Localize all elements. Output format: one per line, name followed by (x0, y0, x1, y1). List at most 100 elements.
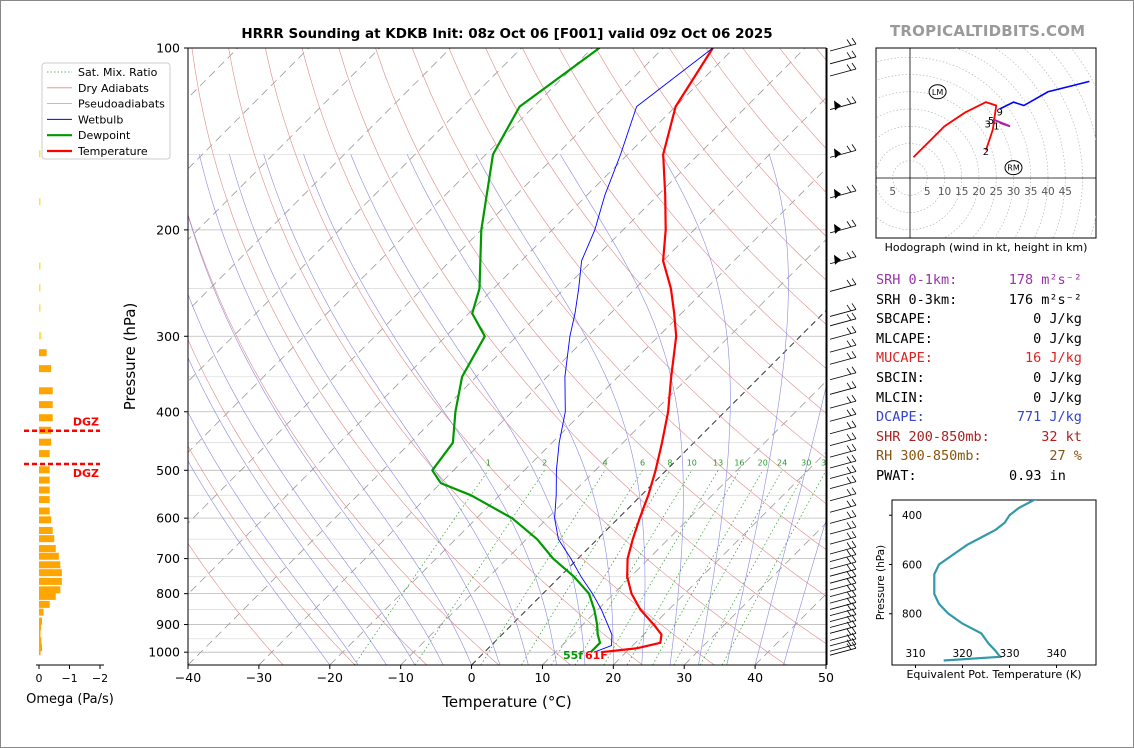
hodograph-tick-label: 5 (924, 186, 931, 198)
wind-barb-flag (846, 634, 852, 641)
dry-adiabat-line (522, 48, 826, 414)
wind-barb-flag (851, 548, 857, 555)
dry-adiabat-line (188, 445, 356, 665)
mixing-ratio-line (626, 470, 740, 665)
mixing-ratio-line (550, 470, 671, 665)
theta-y-axis-label: Pressure (hPa) (875, 545, 887, 620)
wind-barb-flag (846, 532, 852, 539)
legend-label: Pseudoadiabats (78, 98, 165, 111)
wind-barb-flag (846, 522, 852, 529)
wind-barb-flag (846, 382, 852, 390)
wind-barb-pennant (834, 188, 841, 199)
wind-barb-staff (829, 43, 857, 52)
mixing-ratio-label: 1 (486, 458, 491, 467)
dry-adiabat-line (595, 48, 826, 325)
wind-barb-pennant (834, 254, 841, 265)
wind-barb-staff (829, 608, 857, 617)
legend-label: Dry Adiabats (78, 82, 149, 95)
wind-barb-staff (829, 426, 857, 435)
wind-barb-flag (846, 396, 852, 403)
wind-barb-staff (829, 344, 857, 353)
omega-axis-label: Omega (Pa/s) (26, 692, 114, 707)
wind-barb-flag (851, 638, 857, 645)
wind-barb-flag (851, 37, 857, 45)
wind-barb-staff (829, 68, 857, 77)
mixing-ratio-label: 6 (640, 458, 645, 467)
legend-box (41, 62, 171, 160)
theta-x-axis-label: Equivalent Pot. Temperature (K) (906, 668, 1081, 681)
omega-bar (39, 466, 50, 474)
storm-motion-label: LM (932, 88, 943, 97)
skewt-grid: 1 2 4 6 8 10 13 16 20 24 30 36 (188, 48, 826, 665)
isotherm-line (329, 168, 826, 665)
omega-bar (39, 349, 47, 357)
hodograph-tick-label: 15 (955, 186, 968, 198)
pseudoadiabat-line (661, 154, 731, 665)
stat-value: 0 J/kg (1033, 311, 1082, 328)
mixing-ratio-line (574, 470, 693, 665)
mixing-ratio-label: 13 (713, 458, 723, 467)
wind-barb-flag (846, 327, 852, 334)
dry-adiabat-line (188, 213, 499, 665)
wind-barb-staff (829, 150, 857, 158)
mixing-ratio-line (480, 470, 606, 665)
stat-row: MLCAPE: 0 J/kg (876, 330, 1082, 350)
x-tick-label: 10 (534, 670, 550, 685)
wind-barb-staff (829, 526, 857, 535)
stat-value: 178 m²s⁻² (1008, 272, 1082, 288)
y-tick-label: 200 (156, 222, 180, 237)
isotherm-line (188, 48, 806, 665)
wind-barb-flag (846, 500, 852, 507)
wind-barb-flag (846, 186, 852, 193)
y-tick-label: 500 (156, 463, 180, 478)
wind-barb-flag (846, 603, 852, 611)
wind-barb-flag (846, 145, 852, 153)
pseudoadiabat-line (303, 154, 557, 665)
stat-row: SRH 0-1km: 178 m²s⁻² (876, 271, 1082, 291)
x-tick-label: −30 (246, 670, 272, 685)
wind-barb-staff (829, 356, 857, 365)
mixing-ratio-label: 16 (734, 458, 744, 467)
wind-barb-flag (846, 621, 852, 629)
skewt-axes: −40 −30 −20 −10 0 10 20 30 40 50 100 200 300 400 500 60… (121, 41, 834, 712)
wind-barb-staff (829, 284, 857, 292)
wind-barb-flag (851, 510, 857, 517)
stat-label: RH 300-850mb: (876, 448, 998, 465)
isotherm-line (542, 380, 826, 665)
wind-barb-pennant (834, 148, 841, 159)
mixing-ratio-line (354, 470, 489, 665)
omega-bar (39, 486, 50, 494)
omega-bar (39, 648, 41, 656)
pseudoadiabat-line (188, 411, 359, 665)
stat-value: 176 m²s⁻² (1008, 291, 1082, 308)
wind-barb-flag (846, 549, 852, 557)
theta-x-tick-label: 320 (952, 648, 972, 660)
stat-row: MLCIN: 0 J/kg (876, 389, 1082, 409)
wind-barb-staff (829, 481, 857, 489)
wind-barb-flag (846, 279, 852, 287)
wind-barb-pennant (834, 223, 841, 234)
theta-e-line (933, 500, 1037, 662)
mixing-ratio-label: 24 (777, 458, 787, 467)
wind-barb-flag (851, 520, 857, 528)
dry-adiabat-line (228, 48, 643, 665)
mixing-ratio-label: 20 (758, 458, 768, 467)
omega-bar (39, 262, 41, 270)
wind-barb-staff (829, 449, 857, 458)
dry-adiabat-line (188, 542, 284, 665)
wind-barb-flag (846, 571, 852, 578)
wind-barb-flag (846, 52, 852, 59)
legend-label: Wetbulb (78, 113, 123, 126)
wind-barb-staff (829, 589, 857, 598)
wind-barb-flag (851, 394, 857, 402)
wind-barb-flag (851, 608, 857, 615)
wind-barb-flag (851, 351, 857, 358)
wind-barb-staff (829, 190, 857, 199)
isotherm-line (471, 309, 826, 665)
omega-bar (39, 644, 43, 652)
omega-bar (39, 387, 53, 395)
x-tick-label: −20 (317, 670, 343, 685)
hodograph-tick-label: 35 (1024, 186, 1037, 198)
